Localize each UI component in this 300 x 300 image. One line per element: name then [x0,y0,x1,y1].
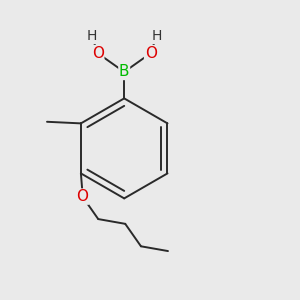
Text: O: O [145,46,157,61]
Text: O: O [76,189,88,204]
Text: O: O [92,46,104,61]
Text: H: H [87,29,97,44]
Text: B: B [119,64,129,80]
Text: H: H [151,29,162,44]
